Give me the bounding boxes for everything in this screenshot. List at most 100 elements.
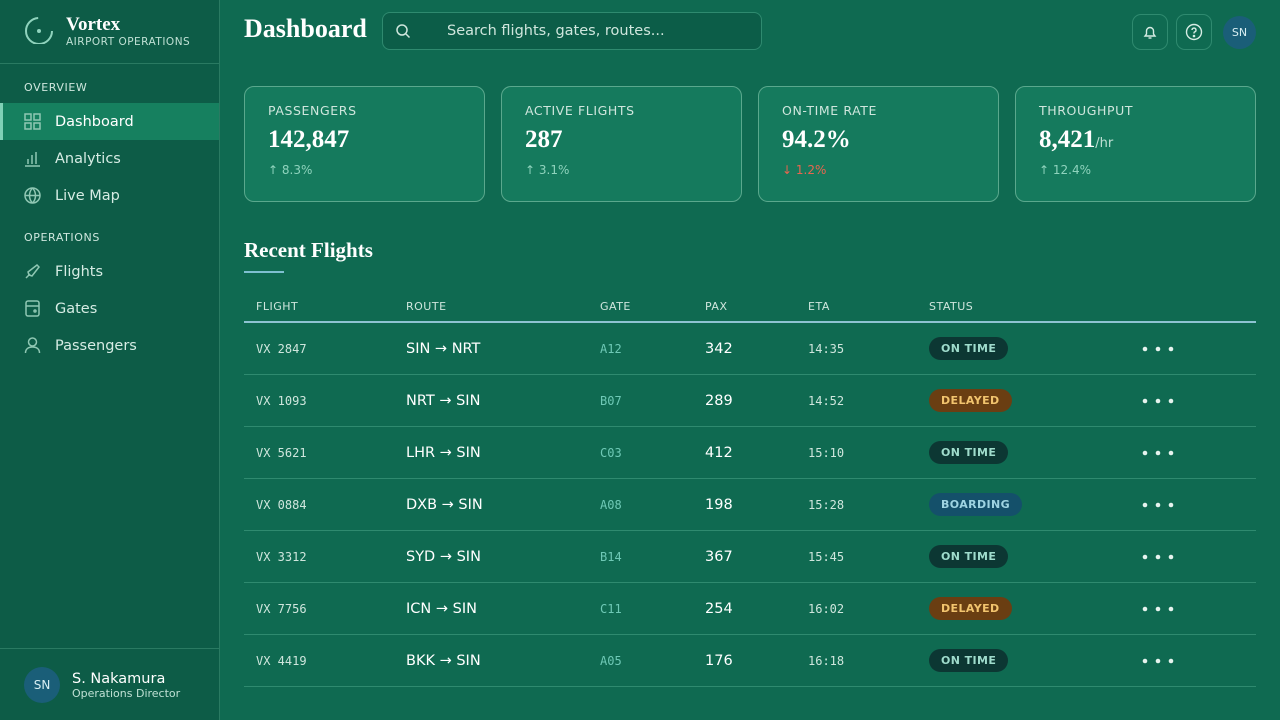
status-badge: ON TIME bbox=[929, 649, 1009, 672]
status-badge: ON TIME bbox=[929, 545, 1009, 568]
cell-gate: C11 bbox=[600, 601, 622, 616]
search-icon bbox=[396, 24, 411, 39]
cell-gate: C03 bbox=[600, 445, 622, 460]
cell-flight: VX 4419 bbox=[256, 653, 307, 668]
row-menu[interactable] bbox=[1142, 479, 1176, 530]
cell-route: BKK → SIN bbox=[406, 652, 481, 669]
cell-route: NRT → SIN bbox=[406, 392, 481, 409]
column-header: ROUTE bbox=[406, 300, 447, 313]
status-badge: ON TIME bbox=[929, 441, 1009, 464]
flight-row[interactable]: VX 5621 LHR → SIN C03 412 15:10 ON TIME bbox=[244, 427, 1256, 479]
logo bbox=[25, 17, 53, 44]
stat-label: THROUGHPUT bbox=[1039, 103, 1134, 118]
cell-flight: VX 5621 bbox=[256, 445, 307, 460]
nav-item[interactable]: Flights bbox=[0, 253, 219, 290]
status-badge: BOARDING bbox=[929, 493, 1023, 516]
row-menu[interactable] bbox=[1142, 375, 1176, 426]
stat-card: THROUGHPUT 8,421/hr ↑ 12.4% bbox=[1015, 86, 1256, 202]
header-avatar[interactable]: SN bbox=[1223, 16, 1256, 49]
stat-value: 142,847 bbox=[268, 126, 461, 154]
status-badge: ON TIME bbox=[929, 337, 1009, 360]
nav-label: Analytics bbox=[55, 150, 121, 167]
brand-subtitle: AIRPORT OPERATIONS bbox=[66, 36, 191, 48]
page-title: Dashboard bbox=[244, 14, 367, 43]
section-title: OPERATIONS bbox=[24, 231, 100, 244]
stat-number: 142,847 bbox=[268, 126, 350, 153]
cell-pax: 342 bbox=[705, 340, 733, 357]
stat-card: ON-TIME RATE 94.2% ↓ 1.2% bbox=[758, 86, 999, 202]
menu-dots bbox=[1142, 606, 1174, 611]
cell-flight: VX 1093 bbox=[256, 393, 307, 408]
cell-gate: A05 bbox=[600, 653, 622, 668]
row-menu[interactable] bbox=[1142, 531, 1176, 582]
divider bbox=[0, 648, 219, 649]
row-menu[interactable] bbox=[1142, 427, 1176, 478]
help-button[interactable] bbox=[1176, 14, 1212, 50]
cell-pax: 198 bbox=[705, 496, 733, 513]
row-menu[interactable] bbox=[1142, 323, 1176, 374]
table-header: FLIGHT ROUTE GATE PAX ETA STATUS bbox=[244, 292, 1256, 323]
cell-eta: 14:52 bbox=[808, 393, 845, 408]
nav-item[interactable]: Dashboard bbox=[0, 103, 219, 140]
cell-gate: A08 bbox=[600, 497, 622, 512]
cell-eta: 14:35 bbox=[808, 341, 845, 356]
stat-change: ↑ 3.1% bbox=[525, 163, 570, 177]
cell-status: ON TIME bbox=[929, 427, 1009, 478]
cell-gate: A12 bbox=[600, 341, 622, 356]
section-heading: Recent Flights bbox=[244, 238, 373, 262]
nav-label: Gates bbox=[55, 300, 98, 317]
cell-status: DELAYED bbox=[929, 375, 1012, 426]
menu-dots bbox=[1142, 502, 1174, 507]
menu-dots bbox=[1142, 398, 1174, 403]
nav-item[interactable]: Gates bbox=[0, 290, 219, 327]
search-box[interactable]: Search flights, gates, routes... bbox=[382, 12, 762, 50]
sidebar: Vortex AIRPORT OPERATIONS OVERVIEW Dashbo… bbox=[0, 0, 220, 720]
stat-card: PASSENGERS 142,847 ↑ 8.3% bbox=[244, 86, 485, 202]
stat-value: 8,421/hr bbox=[1039, 126, 1232, 154]
nav-item[interactable]: Analytics bbox=[0, 140, 219, 177]
stat-label: PASSENGERS bbox=[268, 103, 357, 118]
cell-eta: 16:02 bbox=[808, 601, 845, 616]
cell-route: SIN → NRT bbox=[406, 340, 481, 357]
stat-change: ↓ 1.2% bbox=[782, 163, 827, 177]
nav-item[interactable]: Passengers bbox=[0, 327, 219, 364]
stat-label: ACTIVE FLIGHTS bbox=[525, 103, 635, 118]
flight-row[interactable]: VX 1093 NRT → SIN B07 289 14:52 DELAYED bbox=[244, 375, 1256, 427]
column-header: FLIGHT bbox=[256, 300, 299, 313]
cell-route: SYD → SIN bbox=[406, 548, 481, 565]
stat-number: 8,421 bbox=[1039, 126, 1096, 153]
nav-label: Dashboard bbox=[55, 113, 134, 130]
notifications-button[interactable] bbox=[1132, 14, 1168, 50]
cell-eta: 16:18 bbox=[808, 653, 845, 668]
stat-card: ACTIVE FLIGHTS 287 ↑ 3.1% bbox=[501, 86, 742, 202]
nav-label: Flights bbox=[55, 263, 104, 280]
stat-change: ↑ 8.3% bbox=[268, 163, 313, 177]
nav-label: Passengers bbox=[55, 337, 137, 354]
divider bbox=[0, 63, 219, 64]
menu-dots bbox=[1142, 658, 1174, 663]
flight-row[interactable]: VX 4419 BKK → SIN A05 176 16:18 ON TIME bbox=[244, 635, 1256, 687]
cell-gate: B07 bbox=[600, 393, 622, 408]
cell-pax: 412 bbox=[705, 444, 733, 461]
cell-flight: VX 0884 bbox=[256, 497, 307, 512]
cell-status: ON TIME bbox=[929, 323, 1009, 374]
flight-row[interactable]: VX 3312 SYD → SIN B14 367 15:45 ON TIME bbox=[244, 531, 1256, 583]
cell-flight: VX 7756 bbox=[256, 601, 307, 616]
cell-route: DXB → SIN bbox=[406, 496, 483, 513]
flight-row[interactable]: VX 0884 DXB → SIN A08 198 15:28 BOARDING bbox=[244, 479, 1256, 531]
cell-status: DELAYED bbox=[929, 583, 1012, 634]
user-name: S. Nakamura bbox=[72, 670, 166, 687]
user-profile[interactable]: SN S. Nakamura Operations Director bbox=[24, 667, 180, 703]
flight-row[interactable]: VX 7756 ICN → SIN C11 254 16:02 DELAYED bbox=[244, 583, 1256, 635]
status-badge: DELAYED bbox=[929, 597, 1012, 620]
cell-eta: 15:45 bbox=[808, 549, 845, 564]
section-title: OVERVIEW bbox=[24, 81, 88, 94]
stat-label: ON-TIME RATE bbox=[782, 103, 878, 118]
cell-status: ON TIME bbox=[929, 531, 1009, 582]
menu-dots bbox=[1142, 450, 1174, 455]
flights-table: FLIGHT ROUTE GATE PAX ETA STATUS VX 2847 SIN → … bbox=[244, 292, 1256, 687]
row-menu[interactable] bbox=[1142, 583, 1176, 634]
row-menu[interactable] bbox=[1142, 635, 1176, 686]
flight-row[interactable]: VX 2847 SIN → NRT A12 342 14:35 ON TIME bbox=[244, 323, 1256, 375]
nav-item[interactable]: Live Map bbox=[0, 177, 219, 214]
